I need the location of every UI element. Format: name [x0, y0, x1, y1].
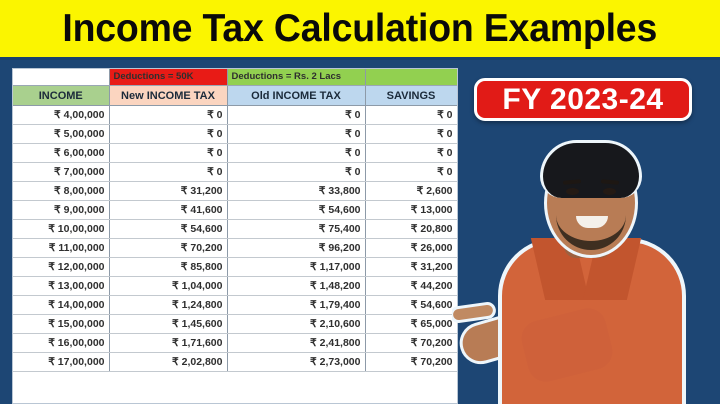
cell-old-income-tax[interactable]: ₹ 1,48,200 — [227, 276, 366, 296]
column-header-savings[interactable]: SAVINGS — [365, 85, 457, 106]
presenter-cutout — [452, 118, 720, 404]
cell-savings[interactable]: ₹ 0 — [365, 162, 457, 182]
cell-new-income-tax[interactable]: ₹ 41,600 — [109, 200, 228, 220]
column-header-new-income-tax[interactable]: New INCOME TAX — [109, 85, 228, 106]
table-grid: Deductions = 50K Deductions = Rs. 2 Lacs… — [13, 69, 457, 372]
cell-new-income-tax[interactable]: ₹ 70,200 — [109, 238, 228, 258]
cell-savings[interactable]: ₹ 70,200 — [365, 333, 457, 353]
cell-old-income-tax[interactable]: ₹ 0 — [227, 124, 366, 144]
cell-new-income-tax[interactable]: ₹ 0 — [109, 124, 228, 144]
presenter-smile — [576, 216, 608, 228]
cell-new-income-tax[interactable]: ₹ 0 — [109, 105, 228, 125]
deduction-header-new: Deductions = 50K — [109, 69, 228, 86]
cell-savings[interactable]: ₹ 0 — [365, 105, 457, 125]
cell-old-income-tax[interactable]: ₹ 96,200 — [227, 238, 366, 258]
table-row[interactable]: ₹ 16,00,000 ₹ 1,71,600 ₹ 2,41,800 ₹ 70,200 — [13, 333, 457, 353]
table-row[interactable]: ₹ 8,00,000 ₹ 31,200 ₹ 33,800 ₹ 2,600 — [13, 181, 457, 201]
deduction-header-blank — [13, 69, 110, 86]
cell-income[interactable]: ₹ 6,00,000 — [13, 143, 110, 163]
cell-income[interactable]: ₹ 5,00,000 — [13, 124, 110, 144]
cell-new-income-tax[interactable]: ₹ 54,600 — [109, 219, 228, 239]
table-row[interactable]: ₹ 15,00,000 ₹ 1,45,600 ₹ 2,10,600 ₹ 65,000 — [13, 314, 457, 334]
cell-old-income-tax[interactable]: ₹ 2,10,600 — [227, 314, 366, 334]
cell-new-income-tax[interactable]: ₹ 1,04,000 — [109, 276, 228, 296]
cell-income[interactable]: ₹ 11,00,000 — [13, 238, 110, 258]
presenter-eye-left — [566, 188, 579, 195]
cell-old-income-tax[interactable]: ₹ 2,73,000 — [227, 352, 366, 372]
deduction-header-savings-blank — [365, 69, 457, 86]
cell-new-income-tax[interactable]: ₹ 1,71,600 — [109, 333, 228, 353]
cell-savings[interactable]: ₹ 54,600 — [365, 295, 457, 315]
cell-savings[interactable]: ₹ 2,600 — [365, 181, 457, 201]
cell-old-income-tax[interactable]: ₹ 33,800 — [227, 181, 366, 201]
cell-savings[interactable]: ₹ 20,800 — [365, 219, 457, 239]
presenter-beard — [556, 204, 626, 250]
banner-divider — [0, 57, 720, 60]
cell-new-income-tax[interactable]: ₹ 2,02,800 — [109, 352, 228, 372]
cell-savings[interactable]: ₹ 0 — [365, 124, 457, 144]
table-row[interactable]: ₹ 4,00,000 ₹ 0 ₹ 0 ₹ 0 — [13, 105, 457, 125]
cell-new-income-tax[interactable]: ₹ 85,800 — [109, 257, 228, 277]
fiscal-year-label: FY 2023-24 — [502, 82, 664, 116]
presenter-eye-right — [603, 188, 616, 195]
cell-income[interactable]: ₹ 15,00,000 — [13, 314, 110, 334]
cell-income[interactable]: ₹ 8,00,000 — [13, 181, 110, 201]
cell-savings[interactable]: ₹ 0 — [365, 143, 457, 163]
table-row[interactable]: ₹ 10,00,000 ₹ 54,600 ₹ 75,400 ₹ 20,800 — [13, 219, 457, 239]
cell-savings[interactable]: ₹ 13,000 — [365, 200, 457, 220]
cell-savings[interactable]: ₹ 65,000 — [365, 314, 457, 334]
cell-new-income-tax[interactable]: ₹ 1,24,800 — [109, 295, 228, 315]
cell-old-income-tax[interactable]: ₹ 54,600 — [227, 200, 366, 220]
column-header-row: INCOME New INCOME TAX Old INCOME TAX SAV… — [13, 85, 457, 106]
cell-savings[interactable]: ₹ 70,200 — [365, 352, 457, 372]
deduction-header-old: Deductions = Rs. 2 Lacs — [227, 69, 366, 86]
cell-old-income-tax[interactable]: ₹ 0 — [227, 162, 366, 182]
cell-savings[interactable]: ₹ 44,200 — [365, 276, 457, 296]
page-title: Income Tax Calculation Examples — [62, 7, 658, 50]
cell-income[interactable]: ₹ 9,00,000 — [13, 200, 110, 220]
cell-new-income-tax[interactable]: ₹ 1,45,600 — [109, 314, 228, 334]
table-row[interactable]: ₹ 7,00,000 ₹ 0 ₹ 0 ₹ 0 — [13, 162, 457, 182]
table-row[interactable]: ₹ 5,00,000 ₹ 0 ₹ 0 ₹ 0 — [13, 124, 457, 144]
cell-income[interactable]: ₹ 4,00,000 — [13, 105, 110, 125]
deduction-header-row: Deductions = 50K Deductions = Rs. 2 Lacs — [13, 69, 457, 86]
cell-old-income-tax[interactable]: ₹ 0 — [227, 143, 366, 163]
tax-comparison-table[interactable]: Deductions = 50K Deductions = Rs. 2 Lacs… — [12, 68, 458, 404]
cell-old-income-tax[interactable]: ₹ 0 — [227, 105, 366, 125]
presenter-hair — [540, 140, 642, 198]
cell-old-income-tax[interactable]: ₹ 1,17,000 — [227, 257, 366, 277]
cell-income[interactable]: ₹ 12,00,000 — [13, 257, 110, 277]
cell-income[interactable]: ₹ 14,00,000 — [13, 295, 110, 315]
cell-old-income-tax[interactable]: ₹ 2,41,800 — [227, 333, 366, 353]
cell-old-income-tax[interactable]: ₹ 75,400 — [227, 219, 366, 239]
table-row[interactable]: ₹ 9,00,000 ₹ 41,600 ₹ 54,600 ₹ 13,000 — [13, 200, 457, 220]
cell-income[interactable]: ₹ 10,00,000 — [13, 219, 110, 239]
cell-savings[interactable]: ₹ 31,200 — [365, 257, 457, 277]
cell-new-income-tax[interactable]: ₹ 0 — [109, 143, 228, 163]
table-row[interactable]: ₹ 12,00,000 ₹ 85,800 ₹ 1,17,000 ₹ 31,200 — [13, 257, 457, 277]
cell-savings[interactable]: ₹ 26,000 — [365, 238, 457, 258]
cell-old-income-tax[interactable]: ₹ 1,79,400 — [227, 295, 366, 315]
cell-income[interactable]: ₹ 13,00,000 — [13, 276, 110, 296]
column-header-income[interactable]: INCOME — [13, 85, 110, 106]
cell-income[interactable]: ₹ 7,00,000 — [13, 162, 110, 182]
cell-new-income-tax[interactable]: ₹ 31,200 — [109, 181, 228, 201]
table-row[interactable]: ₹ 17,00,000 ₹ 2,02,800 ₹ 2,73,000 ₹ 70,200 — [13, 352, 457, 372]
cell-new-income-tax[interactable]: ₹ 0 — [109, 162, 228, 182]
table-body: Deductions = 50K Deductions = Rs. 2 Lacs… — [13, 69, 457, 372]
cell-income[interactable]: ₹ 17,00,000 — [13, 352, 110, 372]
table-row[interactable]: ₹ 13,00,000 ₹ 1,04,000 ₹ 1,48,200 ₹ 44,200 — [13, 276, 457, 296]
fiscal-year-badge: FY 2023-24 — [474, 78, 692, 121]
title-banner: Income Tax Calculation Examples — [0, 0, 720, 57]
table-row[interactable]: ₹ 14,00,000 ₹ 1,24,800 ₹ 1,79,400 ₹ 54,600 — [13, 295, 457, 315]
cell-income[interactable]: ₹ 16,00,000 — [13, 333, 110, 353]
table-row[interactable]: ₹ 11,00,000 ₹ 70,200 ₹ 96,200 ₹ 26,000 — [13, 238, 457, 258]
column-header-old-income-tax[interactable]: Old INCOME TAX — [227, 85, 366, 106]
table-row[interactable]: ₹ 6,00,000 ₹ 0 ₹ 0 ₹ 0 — [13, 143, 457, 163]
